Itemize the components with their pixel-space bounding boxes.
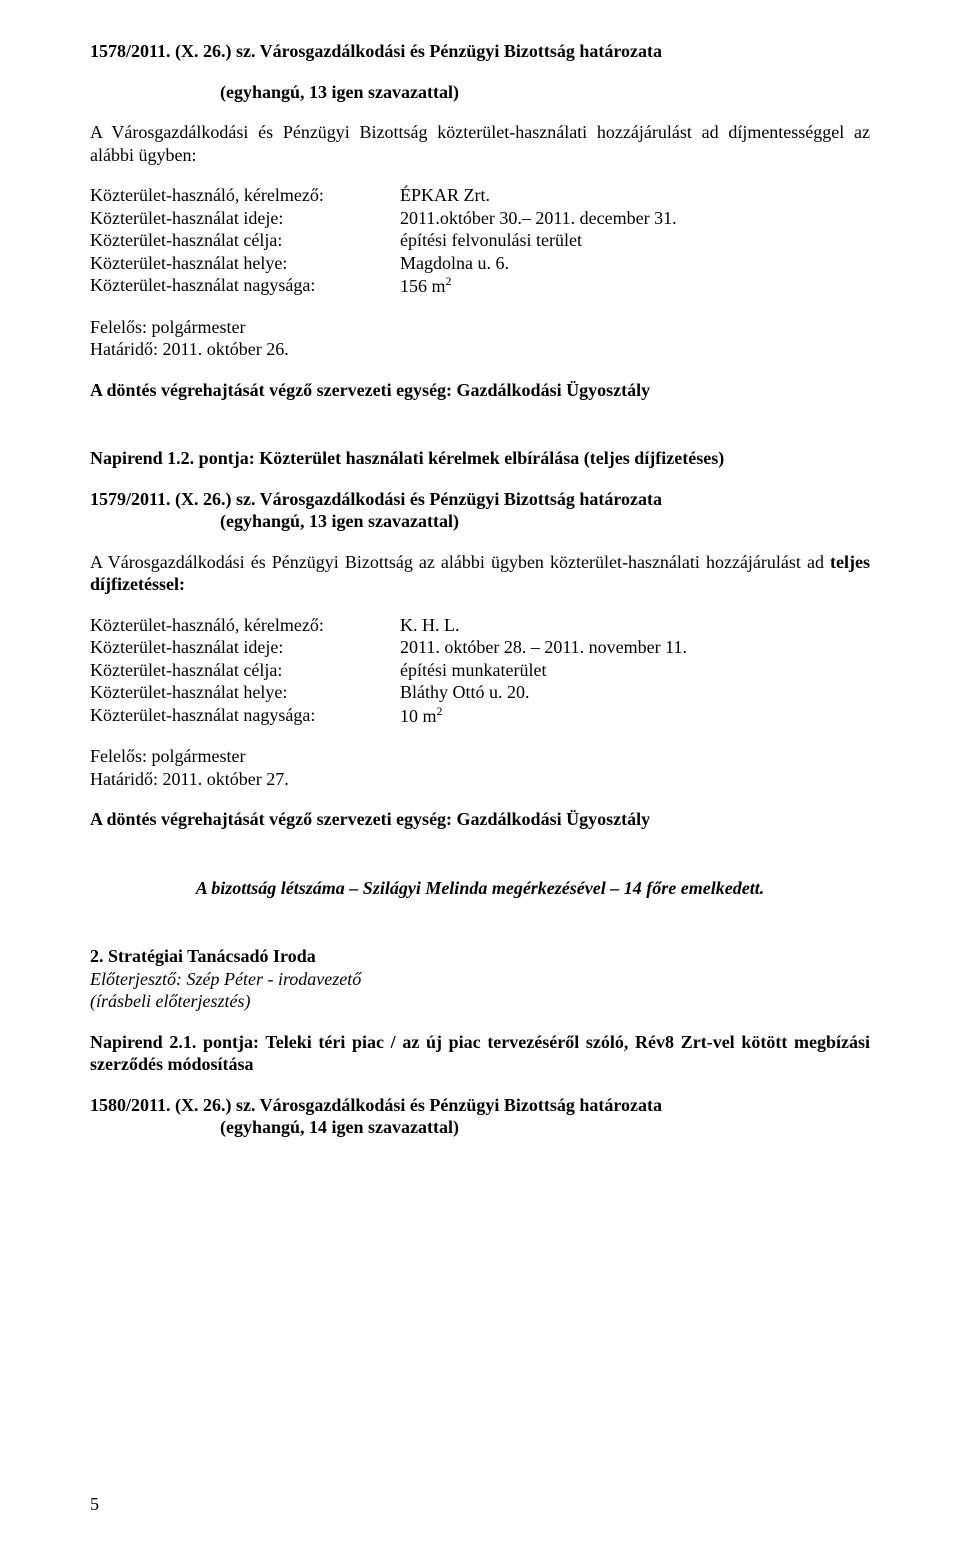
intro-text: A Városgazdálkodási és Pénzügyi Bizottsá… bbox=[90, 552, 830, 572]
deadline-line: Határidő: 2011. október 26. bbox=[90, 338, 870, 361]
resolution-1-number: 1578/2011. (X. 26.) sz. Városgazdálkodás… bbox=[90, 40, 870, 63]
area-exponent: 2 bbox=[446, 274, 452, 288]
agenda-2-1-title: Napirend 2.1. pontja: Teleki téri piac /… bbox=[90, 1031, 870, 1076]
execution-unit: A döntés végrehajtását végző szervezeti … bbox=[90, 808, 870, 831]
kv-value: 2011.október 30.– 2011. december 31. bbox=[400, 207, 870, 230]
presenter-line: Előterjesztő: Szép Péter - irodavezető bbox=[90, 968, 870, 991]
committee-notice: A bizottság létszáma – Szilágyi Melinda … bbox=[90, 877, 870, 900]
agenda-1-2-title: Napirend 1.2. pontja: Közterület használ… bbox=[90, 447, 870, 470]
kv-value: 2011. október 28. – 2011. november 11. bbox=[400, 636, 870, 659]
resolution-2-table: Közterület-használó, kérelmező: K. H. L.… bbox=[90, 614, 870, 728]
resolution-2-number: 1579/2011. (X. 26.) sz. Városgazdálkodás… bbox=[90, 488, 870, 511]
kv-label: Közterület-használat helye: bbox=[90, 252, 400, 275]
kv-value: Bláthy Ottó u. 20. bbox=[400, 681, 870, 704]
resolution-3-vote: (egyhangú, 14 igen szavazattal) bbox=[90, 1116, 870, 1139]
page-number: 5 bbox=[90, 1494, 99, 1515]
resolution-1-intro: A Városgazdálkodási és Pénzügyi Bizottsá… bbox=[90, 121, 870, 166]
resolution-2-vote: (egyhangú, 13 igen szavazattal) bbox=[90, 510, 870, 533]
kv-label: Közterület-használó, kérelmező: bbox=[90, 184, 400, 207]
kv-label: Közterület-használat célja: bbox=[90, 659, 400, 682]
kv-label: Közterület-használat nagysága: bbox=[90, 704, 400, 728]
kv-label: Közterület-használat nagysága: bbox=[90, 274, 400, 298]
responsible-line: Felelős: polgármester bbox=[90, 316, 870, 339]
kv-label: Közterület-használó, kérelmező: bbox=[90, 614, 400, 637]
kv-value: ÉPKAR Zrt. bbox=[400, 184, 870, 207]
area-value: 156 m bbox=[400, 276, 446, 296]
resolution-2-intro: A Városgazdálkodási és Pénzügyi Bizottsá… bbox=[90, 551, 870, 596]
submission-type: (írásbeli előterjesztés) bbox=[90, 990, 870, 1013]
resolution-1-vote: (egyhangú, 13 igen szavazattal) bbox=[90, 81, 870, 104]
execution-unit: A döntés végrehajtását végző szervezeti … bbox=[90, 379, 870, 402]
kv-value: K. H. L. bbox=[400, 614, 870, 637]
area-value: 10 m bbox=[400, 706, 437, 726]
kv-value: építési felvonulási terület bbox=[400, 229, 870, 252]
resolution-3-number: 1580/2011. (X. 26.) sz. Városgazdálkodás… bbox=[90, 1094, 870, 1117]
kv-label: Közterület-használat ideje: bbox=[90, 207, 400, 230]
kv-value: Magdolna u. 6. bbox=[400, 252, 870, 275]
kv-label: Közterület-használat helye: bbox=[90, 681, 400, 704]
deadline-line: Határidő: 2011. október 27. bbox=[90, 768, 870, 791]
kv-label: Közterület-használat ideje: bbox=[90, 636, 400, 659]
responsible-line: Felelős: polgármester bbox=[90, 745, 870, 768]
kv-value: 156 m2 bbox=[400, 274, 870, 298]
kv-label: Közterület-használat célja: bbox=[90, 229, 400, 252]
kv-value: építési munkaterület bbox=[400, 659, 870, 682]
resolution-1-table: Közterület-használó, kérelmező: ÉPKAR Zr… bbox=[90, 184, 870, 298]
section-2-title: 2. Stratégiai Tanácsadó Iroda bbox=[90, 945, 870, 968]
kv-value: 10 m2 bbox=[400, 704, 870, 728]
area-exponent: 2 bbox=[437, 704, 443, 718]
